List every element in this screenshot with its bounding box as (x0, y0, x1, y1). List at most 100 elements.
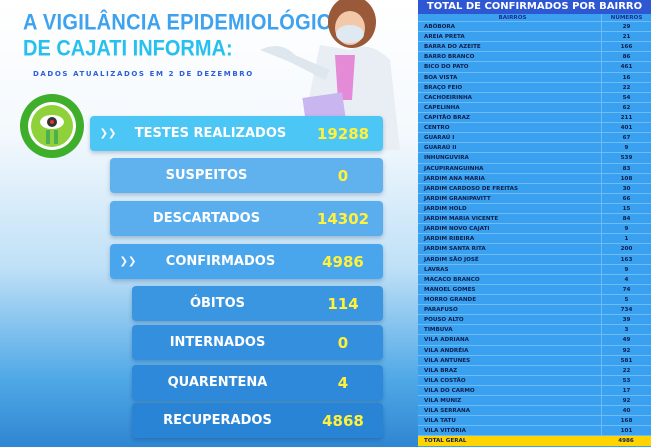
stat-testes-realizados: ❯❯ TESTES REALIZADOS 19288 (90, 116, 383, 151)
table-row: VILA VITÓRIA 101 (418, 426, 651, 437)
infographic-panel: A VIGILÂNCIA EPIDEMIOLÓGICA DE CAJATI IN… (0, 0, 418, 447)
table-row: VILA TATU 168 (418, 416, 651, 427)
bairro-name: BRAÇO FEIO (424, 84, 463, 91)
bairro-name: INHUNGUVIRA (424, 155, 469, 162)
bairro-name: GUARAÚ II (424, 145, 457, 152)
table-title: TOTAL DE CONFIRMADOS POR BAIRRO (418, 0, 651, 14)
table-row: JARDIM MARIA VICENTE 84 (418, 214, 651, 225)
bairro-name: CACHOEIRINHA (424, 94, 472, 101)
table-row: JARDIM HOLD 15 (418, 203, 651, 215)
bairro-name: VILA SERRANA (424, 408, 471, 415)
bairro-name: CAPITÃO BRAZ (424, 114, 470, 121)
column-header-numeros: NÚMEROS (601, 14, 651, 21)
total-value: 4986 (618, 438, 634, 445)
bairro-count: 1 (601, 234, 651, 244)
table-row: AREIA PRETA 21 (418, 32, 651, 43)
bairro-name: GUARAÚ I (424, 135, 455, 142)
table-row: BRAÇO FEIO 22 (418, 82, 651, 93)
bairro-name: VILA ANTUNES (424, 357, 471, 364)
column-header-bairros: BAIRROS (498, 15, 527, 21)
bairro-name: BICO DO PATO (424, 64, 469, 71)
table-row: JARDIM NOVO CAJATI 9 (418, 224, 651, 235)
bairro-count: 62 (601, 102, 651, 112)
stat-label: INTERNADOS (169, 335, 266, 350)
table-row: BARRA DO AZEITE 166 (418, 42, 651, 53)
table-row: VILA ANDRÉIA 92 (418, 345, 651, 356)
bairro-name: JARDIM GRANIPAVITT (424, 195, 491, 202)
bairro-name: JARDIM SÃO JOSÉ (424, 256, 479, 263)
bairro-name: VILA VITÓRIA (424, 428, 466, 435)
bairro-count: 581 (601, 355, 651, 365)
bairro-name: JARDIM RIBEIRA (424, 236, 475, 243)
bairro-count: 108 (601, 173, 651, 183)
table-header-row: BAIRROS NÚMEROS (418, 14, 651, 22)
bairro-count: 461 (601, 62, 651, 72)
table-row: JARDIM RIBEIRA 1 (418, 234, 651, 245)
stat-value: 4986 (322, 252, 364, 271)
table-row: VILA ANTUNES 581 (418, 355, 651, 366)
bairro-count: 92 (601, 396, 651, 406)
bairro-count: 22 (601, 365, 651, 375)
update-date: DADOS ATUALIZADOS EM 2 DE DEZEMBRO (33, 70, 254, 78)
table-row: LAVRAS 9 (418, 264, 651, 275)
stat-obitos: ÓBITOS 114 (132, 286, 383, 321)
bairro-count: 49 (601, 335, 651, 345)
table-row: ABÓBORA 29 (418, 22, 651, 33)
bairro-name: VILA DO CARMO (424, 387, 475, 394)
bairro-count: 84 (601, 214, 651, 224)
bairro-count: 40 (601, 406, 651, 416)
table-row: BICO DO PATO 461 (418, 62, 651, 73)
table-row: JARDIM CARDOSO DE FREITAS 30 (418, 183, 651, 194)
bairro-count: 17 (601, 385, 651, 396)
stat-label: DESCARTADOS (152, 211, 261, 226)
bairro-count: 66 (601, 193, 651, 203)
table-row: TIMBUVA 3 (418, 325, 651, 336)
bairro-count: 83 (601, 163, 651, 173)
bairro-count: 3 (601, 325, 651, 335)
table-row: VILA MUNIZ 92 (418, 396, 651, 407)
table-row: CAPITÃO BRAZ 211 (418, 112, 651, 124)
bairro-name: JACUPIRANGUINHA (424, 165, 484, 172)
table-row: BARRO BRANCO 86 (418, 52, 651, 63)
bairro-count: 200 (601, 244, 651, 254)
stat-label: CONFIRMADOS (165, 254, 276, 269)
bairro-name: LAVRAS (424, 266, 449, 273)
bairro-count: 67 (601, 133, 651, 143)
stat-descartados: DESCARTADOS 14302 (110, 201, 383, 236)
stat-suspeitos: SUSPEITOS 0 (110, 158, 383, 193)
bairro-name: MACACO BRANCO (424, 276, 480, 283)
table-row: VILA ADRIANA 49 (418, 335, 651, 346)
stat-recuperados: RECUPERADOS 4868 (132, 403, 383, 438)
bairro-count: 21 (601, 32, 651, 42)
table-row: JARDIM SÃO JOSÉ 163 (418, 254, 651, 265)
bairro-name: MANOEL GOMES (424, 286, 476, 293)
stat-value: 19288 (316, 124, 370, 143)
stat-value: 114 (327, 294, 359, 313)
table-row: JARDIM ANA MARIA 108 (418, 173, 651, 184)
bairro-name: VILA COSTÃO (424, 377, 466, 384)
title-line-1: A VIGILÂNCIA EPIDEMIOLÓGICA (23, 10, 347, 36)
bairro-name: POUSO ALTO (424, 317, 464, 324)
bairro-name: BARRA DO AZEITE (424, 44, 481, 51)
bairro-count: 211 (601, 112, 651, 123)
stat-value: 14302 (316, 209, 370, 228)
bairro-name: JARDIM HOLD (424, 205, 467, 212)
bairro-name: VILA ANDRÉIA (424, 347, 469, 354)
bairro-count: 401 (601, 123, 651, 133)
bairro-count: 4 (601, 274, 651, 284)
bairro-count: 9 (601, 143, 651, 153)
table-row: MANOEL GOMES 74 (418, 284, 651, 295)
table-row: VILA BRAZ 22 (418, 365, 651, 376)
table-row: CAPELINHA 62 (418, 102, 651, 113)
table-row: JARDIM SANTA RITA 200 (418, 244, 651, 255)
table-body: ABÓBORA 29 AREIA PRETA 21 BARRA DO AZEITE 166… (418, 22, 651, 437)
bairro-name: VILA BRAZ (424, 367, 458, 374)
bairro-count: 74 (601, 284, 651, 294)
bairro-name: AREIA PRETA (424, 34, 465, 41)
bairro-count: 30 (601, 183, 651, 193)
table-row: MORRO GRANDE 5 (418, 294, 651, 306)
bairro-name: TIMBUVA (424, 327, 453, 334)
bairros-table: TOTAL DE CONFIRMADOS POR BAIRRO BAIRROS … (418, 0, 651, 447)
bairro-name: VILA MUNIZ (424, 398, 462, 405)
table-total-row: TOTAL GERAL 4986 (418, 436, 651, 447)
